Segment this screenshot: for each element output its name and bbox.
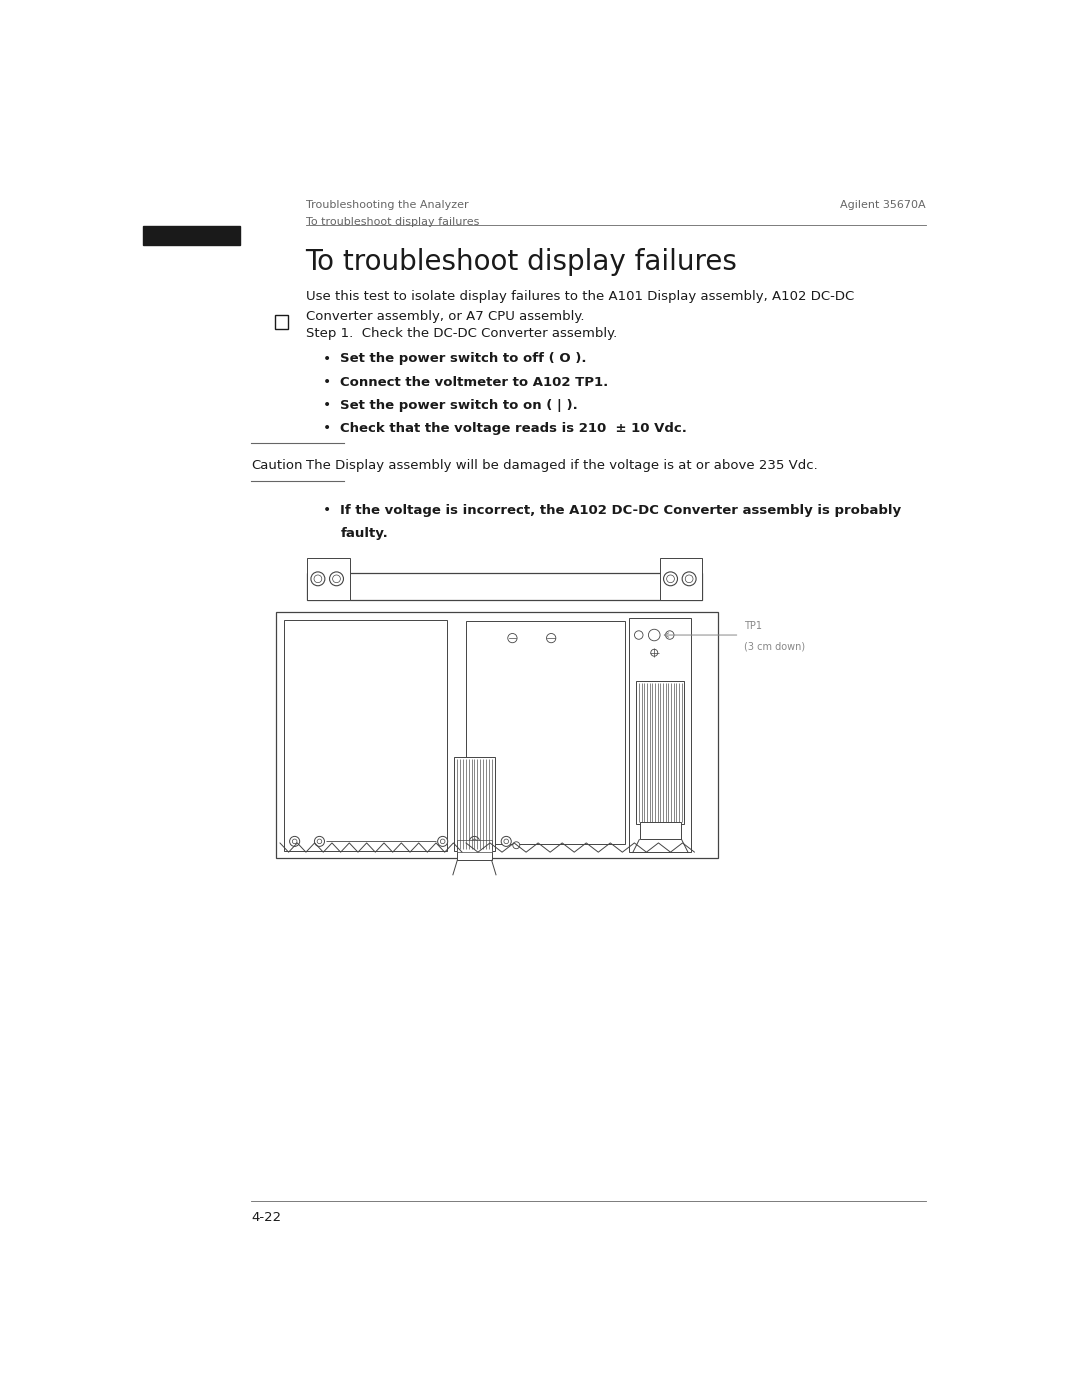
Circle shape: [654, 759, 664, 768]
Text: Set the power switch to on ( | ).: Set the power switch to on ( | ).: [340, 398, 578, 412]
Text: Set the power switch to off ( O ).: Set the power switch to off ( O ).: [340, 352, 586, 366]
Circle shape: [333, 576, 340, 583]
Text: 4-22: 4-22: [252, 1211, 282, 1224]
Circle shape: [293, 840, 297, 844]
Bar: [307, 557, 350, 601]
Circle shape: [666, 576, 674, 583]
Circle shape: [683, 571, 697, 585]
Bar: [465, 622, 625, 844]
Circle shape: [314, 837, 324, 847]
Text: •: •: [323, 398, 332, 412]
Text: Converter assembly, or A7 CPU assembly.: Converter assembly, or A7 CPU assembly.: [306, 310, 584, 323]
Circle shape: [648, 629, 660, 641]
Bar: [639, 823, 681, 840]
Circle shape: [546, 633, 556, 643]
Text: The Display assembly will be damaged if the voltage is at or above 235 Vdc.: The Display assembly will be damaged if …: [306, 460, 818, 472]
Text: Caution: Caution: [252, 460, 302, 472]
Circle shape: [513, 842, 519, 849]
Bar: [284, 620, 446, 851]
Circle shape: [665, 631, 674, 640]
Text: To troubleshoot display failures: To troubleshoot display failures: [306, 249, 738, 277]
Bar: [629, 617, 691, 852]
Circle shape: [504, 840, 509, 844]
Circle shape: [501, 837, 511, 847]
Circle shape: [441, 840, 445, 844]
Bar: [660, 557, 702, 601]
Circle shape: [311, 571, 325, 585]
Circle shape: [634, 631, 643, 640]
Text: faulty.: faulty.: [340, 527, 388, 541]
Circle shape: [508, 633, 517, 643]
Circle shape: [651, 650, 658, 657]
Bar: [458, 840, 491, 852]
Text: Agilent 35670A: Agilent 35670A: [840, 200, 926, 210]
Text: •: •: [323, 503, 332, 517]
Text: To troubleshoot display failures: To troubleshoot display failures: [306, 217, 478, 226]
Circle shape: [663, 571, 677, 585]
Circle shape: [470, 837, 480, 847]
Circle shape: [437, 837, 448, 847]
Circle shape: [314, 576, 322, 583]
Circle shape: [472, 840, 476, 844]
Text: •: •: [323, 352, 332, 366]
Text: •: •: [323, 374, 332, 388]
Text: (3 cm down): (3 cm down): [744, 641, 806, 651]
Text: Check that the voltage reads is 210  ± 10 Vdc.: Check that the voltage reads is 210 ± 10…: [340, 422, 687, 434]
Text: Troubleshooting the Analyzer: Troubleshooting the Analyzer: [306, 200, 468, 210]
Bar: [455, 757, 495, 851]
Bar: [143, 226, 240, 244]
Circle shape: [318, 840, 322, 844]
Bar: [307, 573, 702, 601]
Bar: [274, 314, 288, 328]
Text: Use this test to isolate display failures to the A101 Display assembly, A102 DC-: Use this test to isolate display failure…: [306, 291, 854, 303]
Text: TP1: TP1: [744, 622, 762, 631]
Bar: [276, 612, 718, 858]
Bar: [636, 680, 685, 824]
Text: Step 1.  Check the DC-DC Converter assembly.: Step 1. Check the DC-DC Converter assemb…: [306, 327, 617, 339]
Text: Connect the voltmeter to A102 TP1.: Connect the voltmeter to A102 TP1.: [340, 376, 609, 388]
Circle shape: [685, 576, 693, 583]
Text: •: •: [323, 420, 332, 434]
Circle shape: [289, 837, 299, 847]
Circle shape: [329, 571, 343, 585]
Bar: [458, 847, 491, 861]
Text: If the voltage is incorrect, the A102 DC-DC Converter assembly is probably: If the voltage is incorrect, the A102 DC…: [340, 504, 902, 517]
